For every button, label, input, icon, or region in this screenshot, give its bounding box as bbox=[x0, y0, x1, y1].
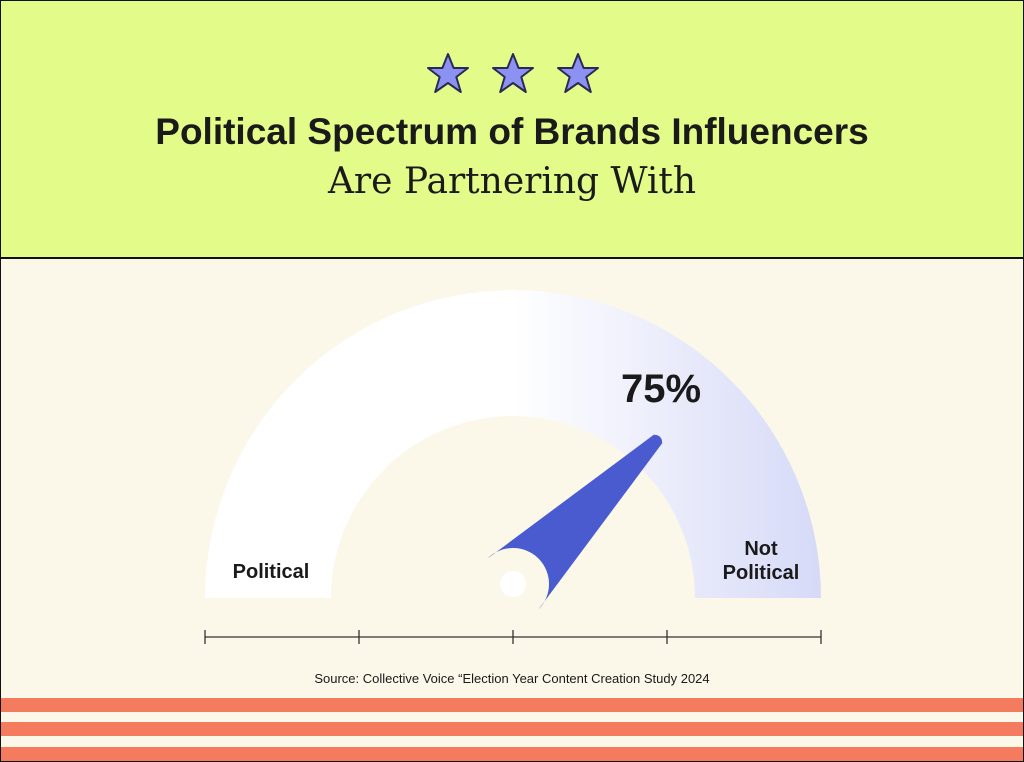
needle bbox=[487, 434, 663, 610]
title: Political Spectrum of Brands Influencers bbox=[155, 111, 869, 152]
needle-hub bbox=[500, 571, 526, 597]
source: Source: Collective Voice “Election Year … bbox=[314, 671, 710, 686]
min-label: Political bbox=[232, 561, 310, 583]
subtitle: Are Partnering With bbox=[327, 161, 697, 202]
stars bbox=[427, 53, 599, 93]
stripes bbox=[1, 698, 1023, 761]
value-label: 75% bbox=[620, 367, 702, 411]
header-band bbox=[1, 1, 1023, 259]
gauge-band bbox=[205, 290, 821, 598]
max-label: Not Political bbox=[722, 538, 800, 584]
